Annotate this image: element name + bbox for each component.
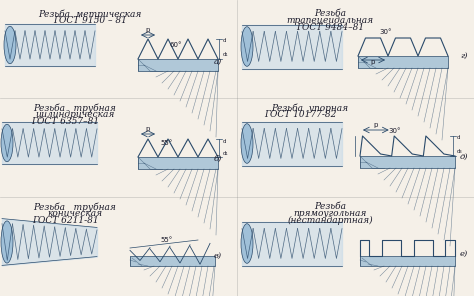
Text: Резьба  упорная: Резьба упорная <box>272 103 348 112</box>
Text: 60°: 60° <box>170 42 182 48</box>
Bar <box>130 256 215 266</box>
Text: коническая: коническая <box>47 209 102 218</box>
Bar <box>138 157 218 169</box>
Ellipse shape <box>1 221 13 263</box>
Text: d: d <box>223 38 227 43</box>
Text: p: p <box>146 27 150 33</box>
Bar <box>360 256 455 266</box>
Text: (нестандартная): (нестандартная) <box>287 216 373 225</box>
Text: Резьба  метрическая: Резьба метрическая <box>38 9 142 19</box>
Text: в): в) <box>214 252 222 260</box>
Text: ГОСТ 10177-82: ГОСТ 10177-82 <box>264 110 336 119</box>
Text: е): е) <box>460 250 468 258</box>
Ellipse shape <box>241 224 253 263</box>
Text: 30°: 30° <box>379 29 392 35</box>
Text: p: p <box>146 126 150 132</box>
Text: d₃: d₃ <box>457 149 463 154</box>
Text: б): б) <box>214 155 222 163</box>
Text: Резьба   трубная: Резьба трубная <box>34 103 117 112</box>
Text: д): д) <box>460 153 468 161</box>
Text: d₁: d₁ <box>223 151 228 156</box>
Ellipse shape <box>241 27 253 66</box>
Text: ГОСТ 6357–81: ГОСТ 6357–81 <box>31 117 99 126</box>
Text: а): а) <box>214 58 222 66</box>
Ellipse shape <box>1 124 13 162</box>
Text: 55°: 55° <box>160 237 172 243</box>
Text: прямоугольная: прямоугольная <box>293 209 367 218</box>
Text: трапецеидальная: трапецеидальная <box>286 16 374 25</box>
Text: Резьба: Резьба <box>314 9 346 18</box>
Text: Резьба: Резьба <box>314 202 346 211</box>
Text: ГОСТ 6211-81: ГОСТ 6211-81 <box>32 216 98 225</box>
Text: г): г) <box>460 52 467 60</box>
Text: ГОСТ 9150 – 81: ГОСТ 9150 – 81 <box>53 16 127 25</box>
Text: Резьба   трубная: Резьба трубная <box>34 202 117 212</box>
Text: d: d <box>223 139 227 144</box>
Text: d: d <box>457 135 461 140</box>
Bar <box>360 156 455 168</box>
Text: p: p <box>371 59 375 65</box>
Text: цилиндрическая: цилиндрическая <box>35 110 115 119</box>
Text: ГОСТ 9484–81: ГОСТ 9484–81 <box>296 23 364 32</box>
Bar <box>358 56 448 68</box>
Bar <box>138 59 218 71</box>
Ellipse shape <box>4 26 16 64</box>
Text: 30°: 30° <box>389 128 401 134</box>
Text: p: p <box>374 122 378 128</box>
Text: 55°: 55° <box>160 140 172 146</box>
Text: d₁: d₁ <box>223 52 228 57</box>
Ellipse shape <box>241 124 253 163</box>
